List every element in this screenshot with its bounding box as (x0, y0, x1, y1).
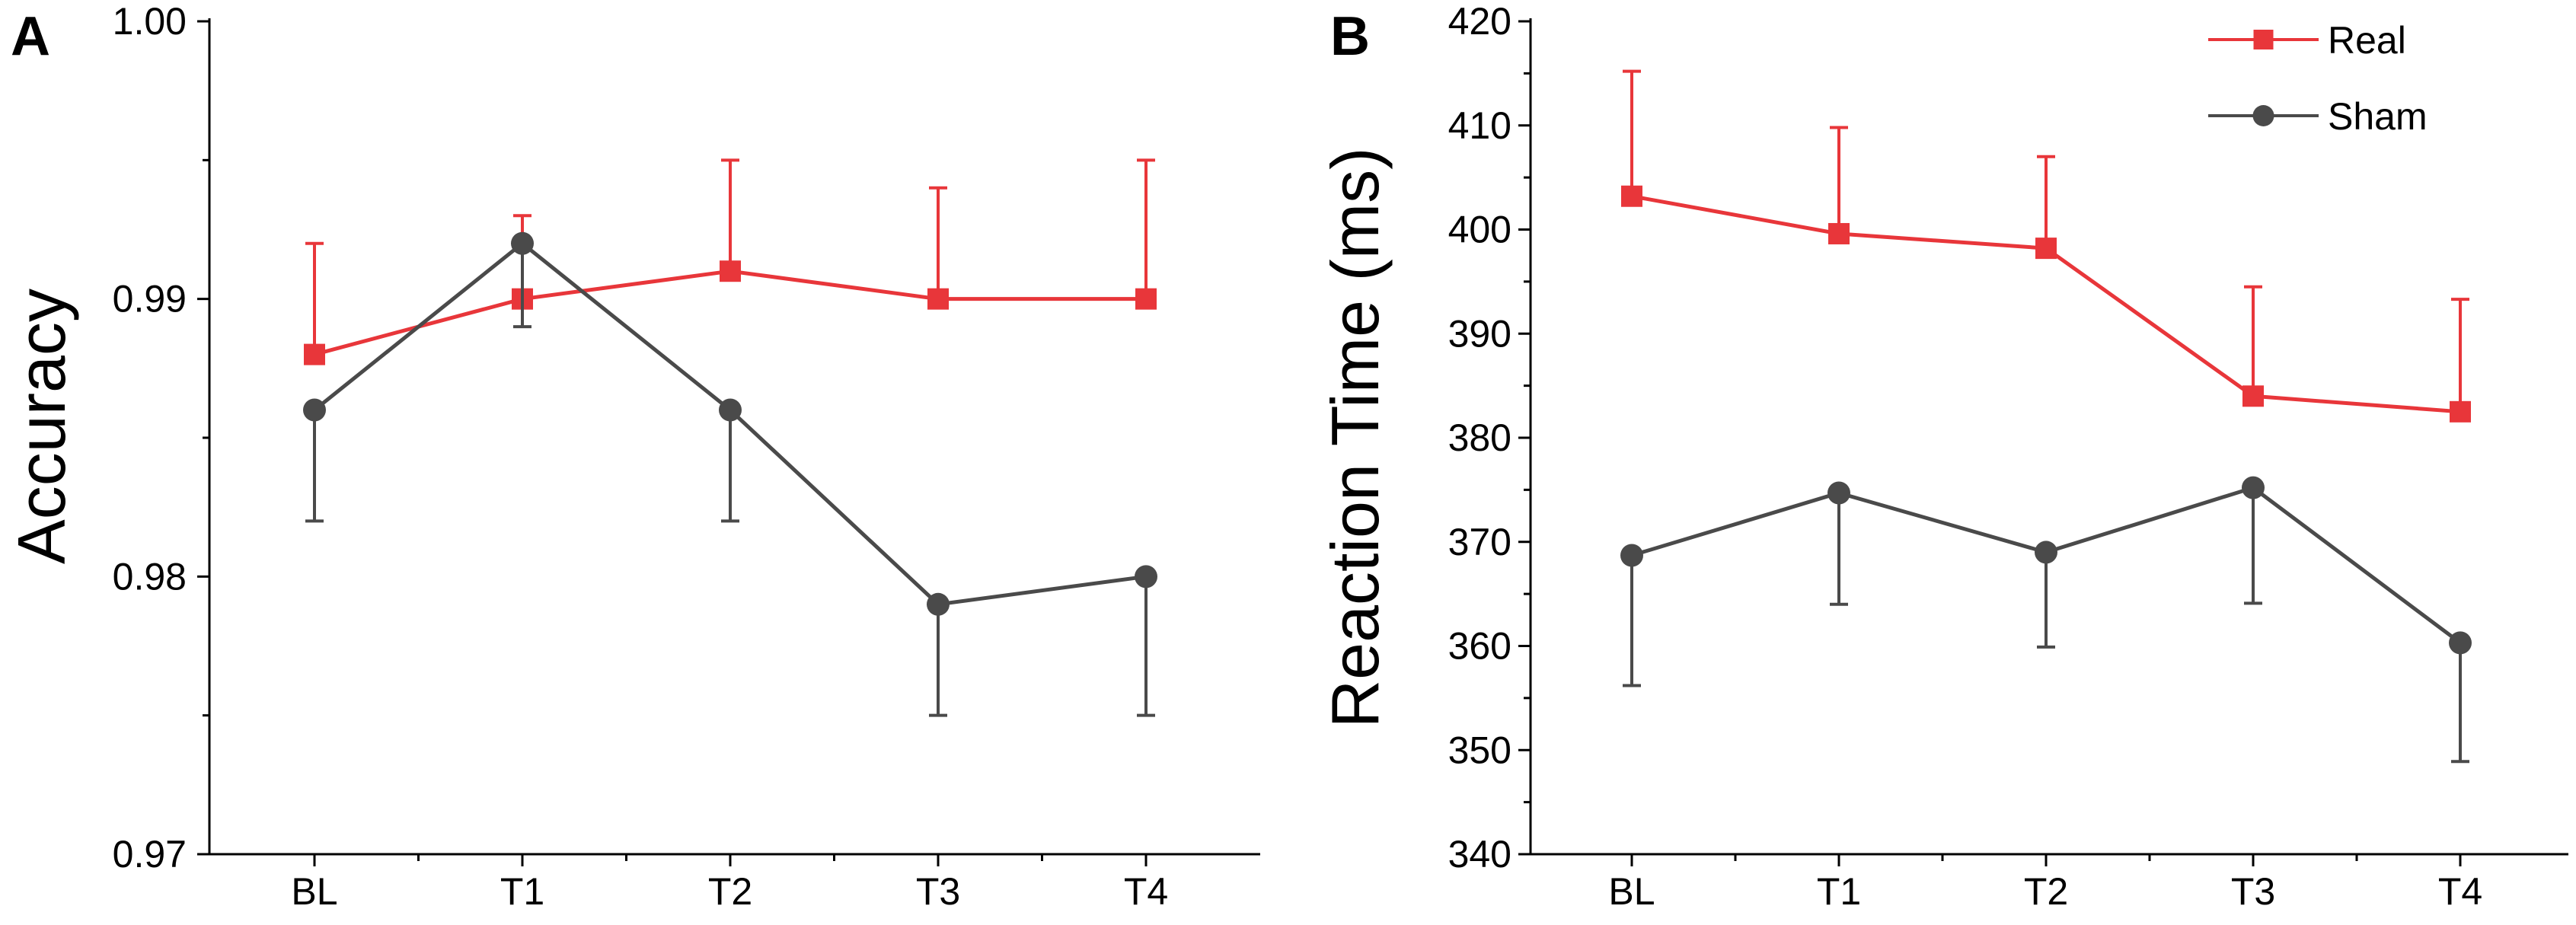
series-sham (303, 231, 1157, 717)
y-axis-title: Accuracy (4, 289, 79, 564)
series-sham (1620, 476, 2472, 764)
data-point-sham (719, 398, 742, 422)
data-point-real (1828, 222, 1850, 244)
x-tick-label: T4 (1124, 870, 1168, 913)
data-point-real (304, 343, 325, 365)
x-tick-label: T2 (2024, 870, 2068, 913)
chart-panel-a: A Accuracy 0.97 0.98 0.99 1.00 BL T1 T2 T3 T4 (4, 0, 1260, 913)
series-line-real (314, 269, 1146, 357)
data-point-sham (303, 398, 326, 422)
y-axis-title: Reaction Time (ms) (1317, 148, 1393, 729)
x-tick-label: T1 (500, 870, 544, 913)
x-tick-label: T4 (2438, 870, 2482, 913)
y-tick-label: 1.00 (113, 0, 187, 43)
x-tick-label: T3 (2231, 870, 2275, 913)
data-point-real (1621, 185, 1642, 207)
y-tick-label: 350 (1448, 729, 1511, 771)
y-tick-label: 390 (1448, 312, 1511, 355)
data-point-real (2035, 238, 2057, 260)
data-point-real (720, 260, 741, 282)
panel-label: B (1330, 6, 1370, 67)
data-point-sham (1827, 481, 1850, 505)
legend-marker-real (2253, 30, 2274, 49)
x-tick-label: T3 (916, 870, 960, 913)
data-point-sham (1135, 565, 1157, 588)
legend-marker-sham (2252, 105, 2274, 126)
data-point-real (927, 288, 949, 310)
data-point-sham (927, 592, 950, 616)
y-tick-label: 380 (1448, 416, 1511, 459)
data-point-real (2450, 400, 2471, 423)
data-point-sham (511, 231, 534, 255)
y-tick-label: 370 (1448, 521, 1511, 563)
data-point-real (1135, 288, 1157, 310)
x-tick-label: BL (291, 870, 337, 913)
x-tick-label: BL (1608, 870, 1655, 913)
panel-label: A (11, 6, 50, 67)
y-tick-label: 360 (1448, 625, 1511, 668)
chart-panel-b: B Reaction Time (ms) 340 350 360 370 380 390 400… (1317, 0, 2568, 913)
y-tick-label: 0.98 (113, 555, 187, 598)
legend: Real Sham (2208, 19, 2428, 138)
y-tick-label: 410 (1448, 104, 1511, 147)
data-point-sham (2449, 631, 2472, 655)
y-tick-label: 340 (1448, 833, 1511, 876)
legend-label-real: Real (2328, 19, 2406, 62)
x-tick-label: T2 (708, 870, 752, 913)
x-tick-label: T1 (1817, 870, 1861, 913)
data-point-sham (2035, 541, 2057, 564)
y-tick-label: 0.99 (113, 278, 187, 321)
data-point-sham (2242, 476, 2265, 499)
y-tick-label: 0.97 (113, 833, 187, 876)
series-real (304, 158, 1157, 365)
data-point-real (2242, 385, 2264, 407)
y-tick-label: 400 (1448, 209, 1511, 251)
y-tick-label: 420 (1448, 0, 1511, 43)
data-point-sham (1620, 544, 1643, 567)
series-real (1621, 69, 2471, 423)
legend-label-sham: Sham (2328, 95, 2428, 138)
